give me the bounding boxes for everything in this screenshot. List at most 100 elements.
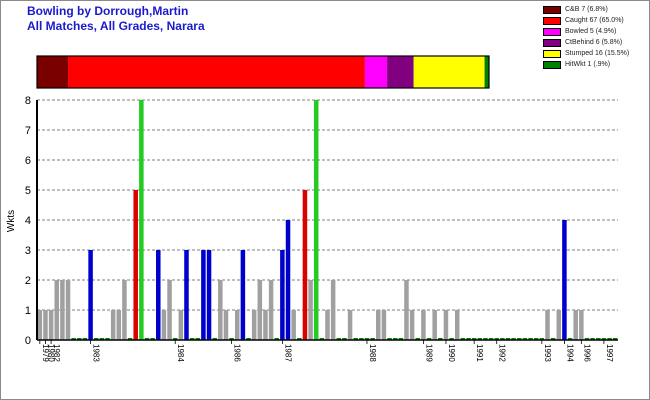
y-tick-label: 7 bbox=[25, 125, 31, 137]
bar-series bbox=[37, 100, 618, 340]
bar bbox=[483, 338, 488, 340]
legend-item: Stumped 16 (15.5%) bbox=[543, 48, 629, 59]
bar bbox=[133, 190, 138, 340]
x-tick-label: 1983 bbox=[92, 344, 101, 362]
bar bbox=[438, 338, 443, 340]
x-tick-label: 1996 bbox=[582, 344, 591, 362]
bar bbox=[387, 338, 392, 340]
bar bbox=[505, 338, 511, 340]
bar bbox=[195, 338, 201, 340]
legend-label: HitWkt 1 (.9%) bbox=[565, 61, 611, 68]
legend-item: CtBehind 6 (5.8%) bbox=[543, 37, 629, 48]
bar bbox=[347, 310, 353, 340]
bar bbox=[280, 250, 285, 340]
x-tick-label: 1982 bbox=[52, 344, 61, 362]
bar bbox=[161, 310, 167, 340]
summary-segment bbox=[413, 56, 485, 88]
legend-item: C&B 7 (6.8%) bbox=[543, 4, 629, 15]
bar bbox=[500, 338, 505, 340]
legend-swatch bbox=[543, 16, 561, 25]
bar bbox=[454, 310, 460, 340]
bar bbox=[409, 310, 415, 340]
y-tick-label: 6 bbox=[25, 155, 31, 167]
bar bbox=[172, 338, 178, 340]
bar bbox=[189, 338, 195, 340]
x-tick-label: 1987 bbox=[283, 344, 292, 362]
bar bbox=[43, 310, 48, 340]
bar bbox=[229, 338, 234, 340]
bar bbox=[240, 250, 246, 340]
bar bbox=[99, 338, 105, 340]
y-tick-label: 0 bbox=[25, 335, 31, 347]
bar bbox=[257, 280, 263, 340]
bar bbox=[82, 338, 88, 340]
bar bbox=[60, 280, 65, 340]
bar bbox=[234, 310, 240, 340]
bar bbox=[421, 310, 426, 340]
bar bbox=[488, 338, 494, 340]
bar bbox=[330, 280, 336, 340]
x-tick-label: 1993 bbox=[543, 344, 552, 362]
legend-label: CtBehind 6 (5.8%) bbox=[565, 39, 623, 46]
x-tick-label: 1984 bbox=[176, 344, 185, 362]
bar bbox=[268, 280, 274, 340]
bar bbox=[313, 100, 319, 340]
bar bbox=[116, 310, 122, 340]
x-tick-label: 1986 bbox=[233, 344, 242, 362]
bar bbox=[398, 338, 404, 340]
bar bbox=[65, 280, 71, 340]
bar bbox=[144, 338, 150, 340]
bar bbox=[443, 310, 449, 340]
summary-segment bbox=[68, 56, 365, 88]
summary-segment bbox=[484, 56, 489, 88]
bar bbox=[218, 280, 223, 340]
bar bbox=[54, 280, 59, 340]
bar bbox=[471, 338, 477, 340]
x-tick-label: 1989 bbox=[424, 344, 433, 362]
bar bbox=[579, 310, 584, 340]
bar bbox=[392, 338, 398, 340]
legend-item: Caught 67 (65.0%) bbox=[543, 15, 629, 26]
bar bbox=[601, 338, 607, 340]
chart-subtitle: All Matches, All Grades, Narara bbox=[27, 19, 205, 33]
bar bbox=[88, 250, 93, 340]
bar bbox=[297, 338, 302, 340]
bar bbox=[336, 338, 342, 340]
bar bbox=[212, 338, 217, 340]
y-tick-label: 1 bbox=[25, 305, 31, 317]
bar bbox=[184, 250, 189, 340]
bar bbox=[567, 338, 573, 340]
bar bbox=[105, 338, 110, 340]
bar bbox=[415, 338, 421, 340]
x-tick-label: 1994 bbox=[565, 344, 574, 362]
legend-swatch bbox=[543, 49, 561, 58]
bar bbox=[325, 310, 330, 340]
bar bbox=[37, 310, 43, 340]
bar bbox=[319, 338, 325, 340]
legend-label: C&B 7 (6.8%) bbox=[565, 6, 608, 13]
bar bbox=[562, 220, 567, 340]
x-tick-label: 1997 bbox=[605, 344, 614, 362]
dismissal-summary-bar bbox=[36, 55, 490, 89]
bar bbox=[522, 338, 528, 340]
bar bbox=[139, 100, 144, 340]
legend-label: Stumped 16 (15.5%) bbox=[565, 50, 630, 57]
bar bbox=[302, 190, 308, 340]
y-tick-label: 5 bbox=[25, 185, 31, 197]
bar bbox=[376, 310, 381, 340]
bar bbox=[251, 310, 257, 340]
bar bbox=[612, 338, 618, 340]
bar bbox=[263, 310, 268, 340]
bar bbox=[494, 338, 499, 340]
bar bbox=[426, 338, 432, 340]
bar bbox=[432, 310, 437, 340]
bar bbox=[167, 280, 172, 340]
bar bbox=[77, 338, 82, 340]
grid-lines bbox=[37, 99, 618, 311]
y-tick-label: 4 bbox=[25, 215, 31, 227]
x-tick-label: 1991 bbox=[475, 344, 484, 362]
bar bbox=[342, 338, 347, 340]
bar bbox=[223, 310, 229, 340]
